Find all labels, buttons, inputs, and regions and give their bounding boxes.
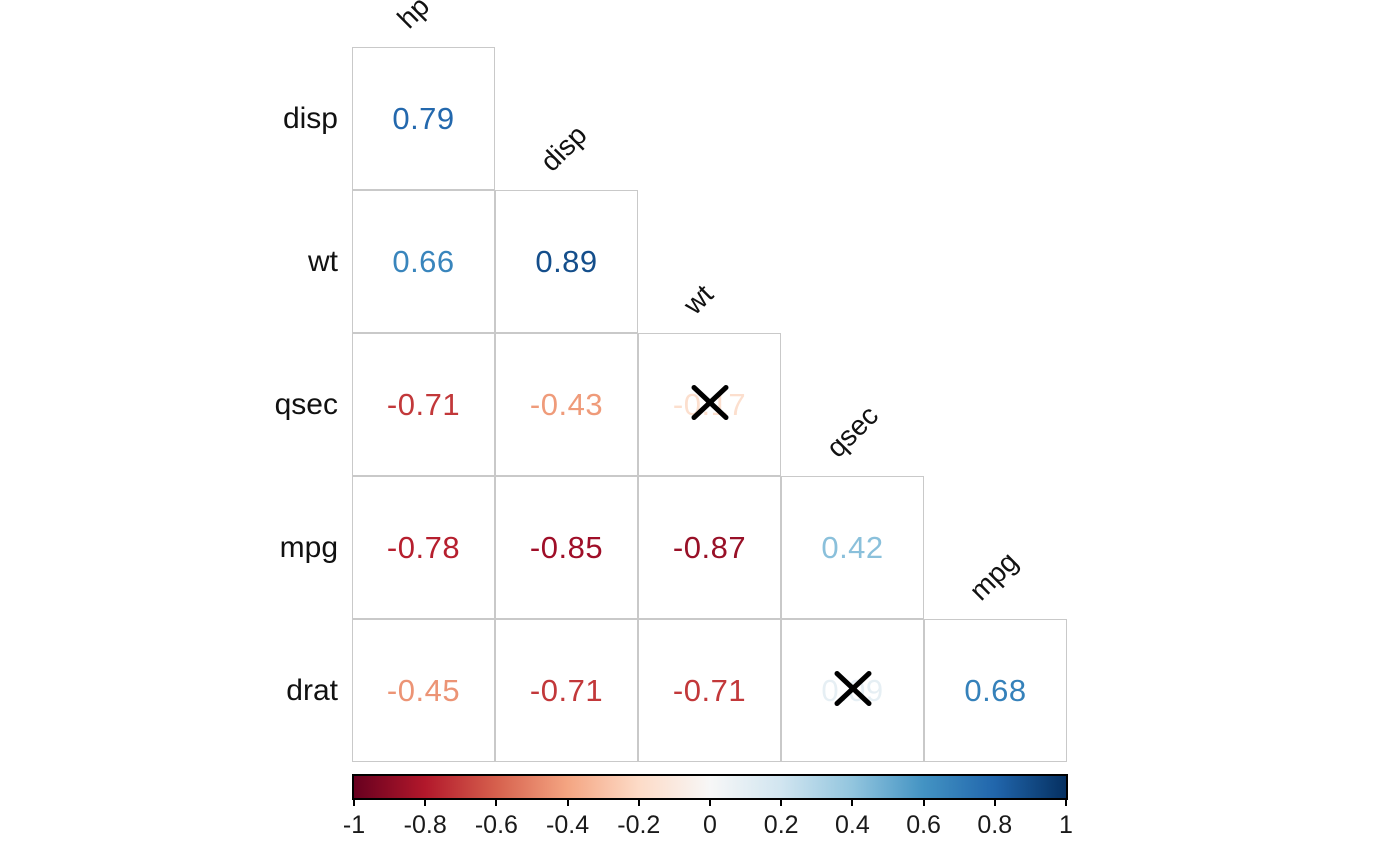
corr-value: -0.78 [386, 529, 461, 565]
row-label-mpg: mpg [279, 530, 338, 564]
corr-value: -0.71 [386, 386, 461, 422]
row-label-wt: wt [308, 244, 338, 278]
corr-cell-drat-disp: -0.71 [495, 619, 638, 762]
colorbar-tick-label: 1 [1059, 811, 1073, 839]
corr-value: -0.87 [672, 529, 747, 565]
row-label-disp: disp [282, 101, 338, 135]
corr-value: 0.89 [535, 243, 598, 279]
col-label-wt: wt [676, 278, 719, 321]
colorbar-tick-label: -1 [342, 811, 366, 839]
corr-cell-mpg-hp: -0.78 [352, 476, 495, 619]
not-significant-cross-icon [833, 668, 873, 713]
colorbar-tick [495, 800, 498, 806]
corr-cell-drat-hp: -0.45 [352, 619, 495, 762]
row-label-qsec: qsec [274, 387, 338, 421]
corr-value: 0.42 [821, 529, 884, 565]
corr-cell-qsec-disp: -0.43 [495, 333, 638, 476]
colorbar-tick-label: 0.6 [906, 811, 941, 839]
colorbar-tick-label: -0.4 [546, 811, 590, 839]
corr-value: 0.79 [392, 100, 455, 136]
corr-cell-disp-hp: 0.79 [352, 47, 495, 190]
colorbar-tick-label: -0.2 [617, 811, 661, 839]
corr-value: -0.71 [529, 672, 604, 708]
corr-value: -0.43 [529, 386, 604, 422]
corr-cell-mpg-qsec: 0.42 [781, 476, 924, 619]
colorbar-tick-label: 0.2 [763, 811, 799, 839]
colorbar-tick [566, 800, 569, 806]
colorbar-tick-label: 0.8 [977, 811, 1013, 839]
colorbar [352, 774, 1068, 800]
colorbar-tick [709, 800, 711, 806]
row-label-drat: drat [286, 673, 338, 707]
colorbar-tick-label: -0.6 [474, 811, 518, 839]
colorbar-tick [637, 800, 640, 806]
colorbar-tick [424, 800, 427, 806]
corr-cell-wt-disp: 0.89 [495, 190, 638, 333]
colorbar-tick-label: -0.8 [403, 811, 447, 839]
colorbar-tick [851, 800, 854, 806]
colorbar-tick [1065, 800, 1067, 806]
colorbar-tick [780, 800, 783, 806]
corr-cell-drat-qsec: 0.09 [781, 619, 924, 762]
colorbar-tick [353, 800, 355, 806]
colorbar-tick [922, 800, 925, 806]
colorbar-tick-label: 0.4 [835, 811, 870, 839]
corr-cell-qsec-wt: -0.17 [638, 333, 781, 476]
col-label-qsec: qsec [819, 399, 884, 464]
colorbar-tick [993, 800, 996, 806]
not-significant-cross-icon [690, 382, 730, 427]
col-label-disp: disp [533, 119, 593, 178]
corr-value: -0.45 [386, 672, 461, 708]
col-label-hp: hp [390, 0, 435, 35]
corr-value: 0.68 [964, 672, 1027, 708]
corr-cell-mpg-wt: -0.87 [638, 476, 781, 619]
corr-value: 0.66 [392, 243, 455, 279]
corr-value: -0.85 [529, 529, 604, 565]
corr-cell-qsec-hp: -0.71 [352, 333, 495, 476]
colorbar-tick-label: 0 [703, 811, 717, 839]
col-label-mpg: mpg [962, 545, 1024, 607]
corr-cell-mpg-disp: -0.85 [495, 476, 638, 619]
corr-cell-wt-hp: 0.66 [352, 190, 495, 333]
corr-cell-drat-mpg: 0.68 [924, 619, 1067, 762]
corr-cell-drat-wt: -0.71 [638, 619, 781, 762]
corr-value: -0.71 [672, 672, 747, 708]
